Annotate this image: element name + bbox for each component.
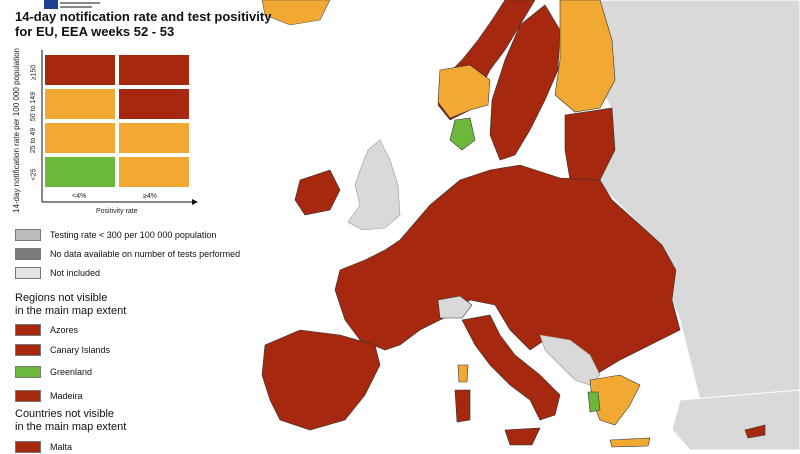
countries-heading: Countries not visible in the main map ex… bbox=[15, 408, 127, 433]
swatch-dark-grey bbox=[15, 248, 41, 260]
matrix-cell bbox=[45, 55, 115, 85]
country-item: Malta bbox=[15, 440, 72, 454]
denmark-region bbox=[449, 117, 476, 151]
switzerland-region bbox=[437, 295, 473, 319]
norway-south-orange bbox=[437, 64, 491, 119]
region-swatch bbox=[15, 366, 41, 378]
balkans-region bbox=[539, 334, 601, 386]
matrix-cell bbox=[45, 123, 115, 153]
sardinia-region bbox=[454, 389, 471, 423]
title-line-1: 14-day notification rate and test positi… bbox=[15, 9, 272, 24]
iceland-region bbox=[261, 0, 331, 26]
title-line-2: for EU, EEA weeks 52 - 53 bbox=[15, 24, 175, 39]
y-tick-0: ≥150 bbox=[30, 64, 38, 80]
ireland-region bbox=[294, 169, 341, 216]
legend-not-included: Not included bbox=[15, 266, 100, 280]
ecdc-logo bbox=[44, 0, 100, 9]
x-axis-arrow-icon bbox=[192, 199, 198, 205]
x-tick-0: <4% bbox=[72, 193, 87, 200]
country-swatch bbox=[15, 441, 41, 453]
sicily-region bbox=[504, 427, 541, 446]
map-title: 14-day notification rate and test positi… bbox=[15, 9, 305, 39]
matrix-x-axis-label: Positivity rate bbox=[96, 208, 138, 215]
albania-green bbox=[587, 391, 601, 413]
cyprus-region bbox=[744, 424, 766, 439]
matrix-cell bbox=[119, 89, 189, 119]
region-item: Canary Islands bbox=[15, 343, 110, 357]
y-tick-3: <25 bbox=[30, 168, 38, 180]
region-item: Azores bbox=[15, 323, 78, 337]
region-item: Greenland bbox=[15, 365, 92, 379]
swatch-light-grey bbox=[15, 267, 41, 279]
finland-region bbox=[554, 0, 616, 113]
swatch-grey bbox=[15, 229, 41, 241]
legend-no-data: No data available on number of tests per… bbox=[15, 247, 240, 261]
region-swatch bbox=[15, 324, 41, 336]
corsica-region bbox=[457, 364, 469, 383]
region-swatch bbox=[15, 390, 41, 402]
uk-region bbox=[347, 139, 401, 231]
y-tick-2: 25 to 49 bbox=[30, 127, 38, 153]
matrix-cell bbox=[45, 157, 115, 187]
x-tick-1: ≥4% bbox=[143, 193, 157, 200]
crete-region bbox=[609, 437, 651, 448]
matrix-cell bbox=[119, 157, 189, 187]
regions-heading: Regions not visible in the main map exte… bbox=[15, 292, 127, 317]
sweden-region bbox=[489, 4, 561, 161]
matrix-cell bbox=[119, 55, 189, 85]
legend-testing-rate: Testing rate < 300 per 100 000 populatio… bbox=[15, 228, 216, 242]
iberia-region bbox=[261, 329, 381, 431]
matrix-y-axis-label: 14-day notification rate per 100 000 pop… bbox=[11, 47, 21, 213]
italy-region bbox=[461, 314, 561, 421]
matrix-cell bbox=[119, 123, 189, 153]
turkey-region bbox=[671, 389, 800, 450]
risk-matrix bbox=[41, 50, 198, 205]
y-tick-1: 50 to 149 bbox=[30, 91, 38, 121]
region-item: Madeira bbox=[15, 389, 83, 403]
region-swatch bbox=[15, 344, 41, 356]
matrix-cell bbox=[45, 89, 115, 119]
